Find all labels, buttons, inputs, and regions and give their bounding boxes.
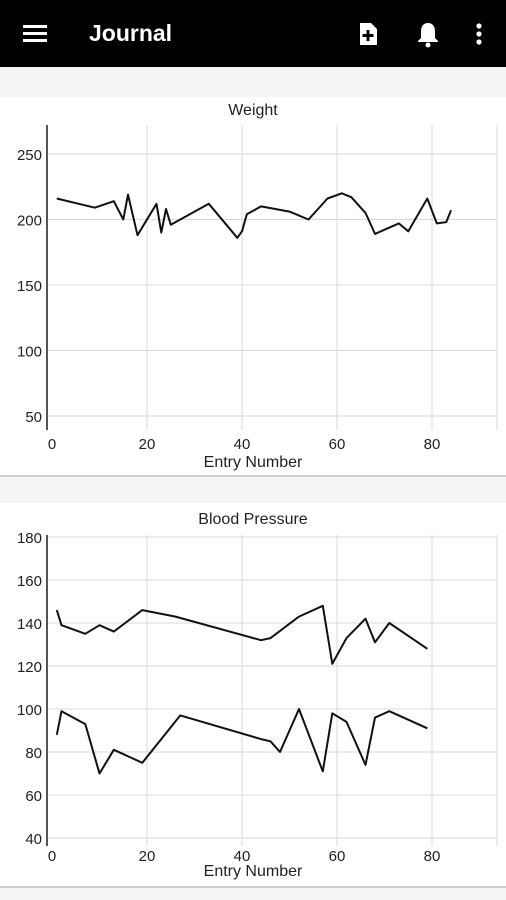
blood-pressure-chart: Blood Pressure 40 60 80 100 120 140 160 180 0 20 40…: [17, 511, 498, 880]
bell-icon[interactable]: [408, 14, 448, 54]
blood-pressure-chart-card: Blood Pressure 40 60 80 100 120 140 160 180 0 20 40…: [0, 503, 506, 886]
x-tick-label: 20: [139, 436, 156, 453]
y-tick-label: 50: [25, 409, 42, 426]
y-tick-label: 60: [25, 788, 42, 805]
x-tick-label: 80: [424, 848, 441, 865]
y-tick-label: 40: [25, 831, 42, 848]
weight-chart-card: Weight 50 100 150 200 250 0 20 40 60 80 Entry Numbe…: [0, 97, 506, 475]
chart-title: Blood Pressure: [198, 511, 307, 528]
chart-title: Weight: [228, 102, 278, 119]
y-tick-label: 100: [17, 344, 42, 361]
x-tick-label: 80: [424, 436, 441, 453]
add-file-icon[interactable]: [348, 14, 388, 54]
y-tick-label: 150: [17, 278, 42, 295]
x-tick-label: 0: [48, 848, 56, 865]
app-bar: Journal: [0, 0, 506, 67]
x-tick-label: 20: [139, 848, 156, 865]
x-tick-label: 40: [234, 848, 251, 865]
hamburger-menu-icon[interactable]: [15, 14, 55, 54]
divider: [0, 886, 506, 888]
spacer: [0, 67, 506, 97]
y-tick-label: 200: [17, 213, 42, 230]
x-tick-label: 40: [234, 436, 251, 453]
weight-chart: Weight 50 100 150 200 250 0 20 40 60 80 Entry Numbe…: [17, 102, 498, 471]
y-tick-label: 120: [17, 659, 42, 676]
x-axis-label: Entry Number: [204, 454, 303, 471]
y-tick-label: 250: [17, 147, 42, 164]
y-tick-label: 100: [17, 702, 42, 719]
series-line-2: [55, 708, 428, 775]
x-tick-label: 60: [329, 436, 346, 453]
series-line-1: [55, 604, 428, 665]
y-tick-label: 160: [17, 573, 42, 590]
x-tick-label: 0: [48, 436, 56, 453]
page-title: Journal: [89, 20, 173, 46]
more-vert-icon[interactable]: [459, 14, 499, 54]
divider: [0, 475, 506, 477]
y-tick-label: 140: [17, 616, 42, 633]
x-tick-label: 60: [329, 848, 346, 865]
series-line-1: [56, 192, 452, 239]
y-tick-label: 80: [25, 745, 42, 762]
y-tick-label: 180: [17, 530, 42, 547]
x-axis-label: Entry Number: [204, 863, 303, 880]
